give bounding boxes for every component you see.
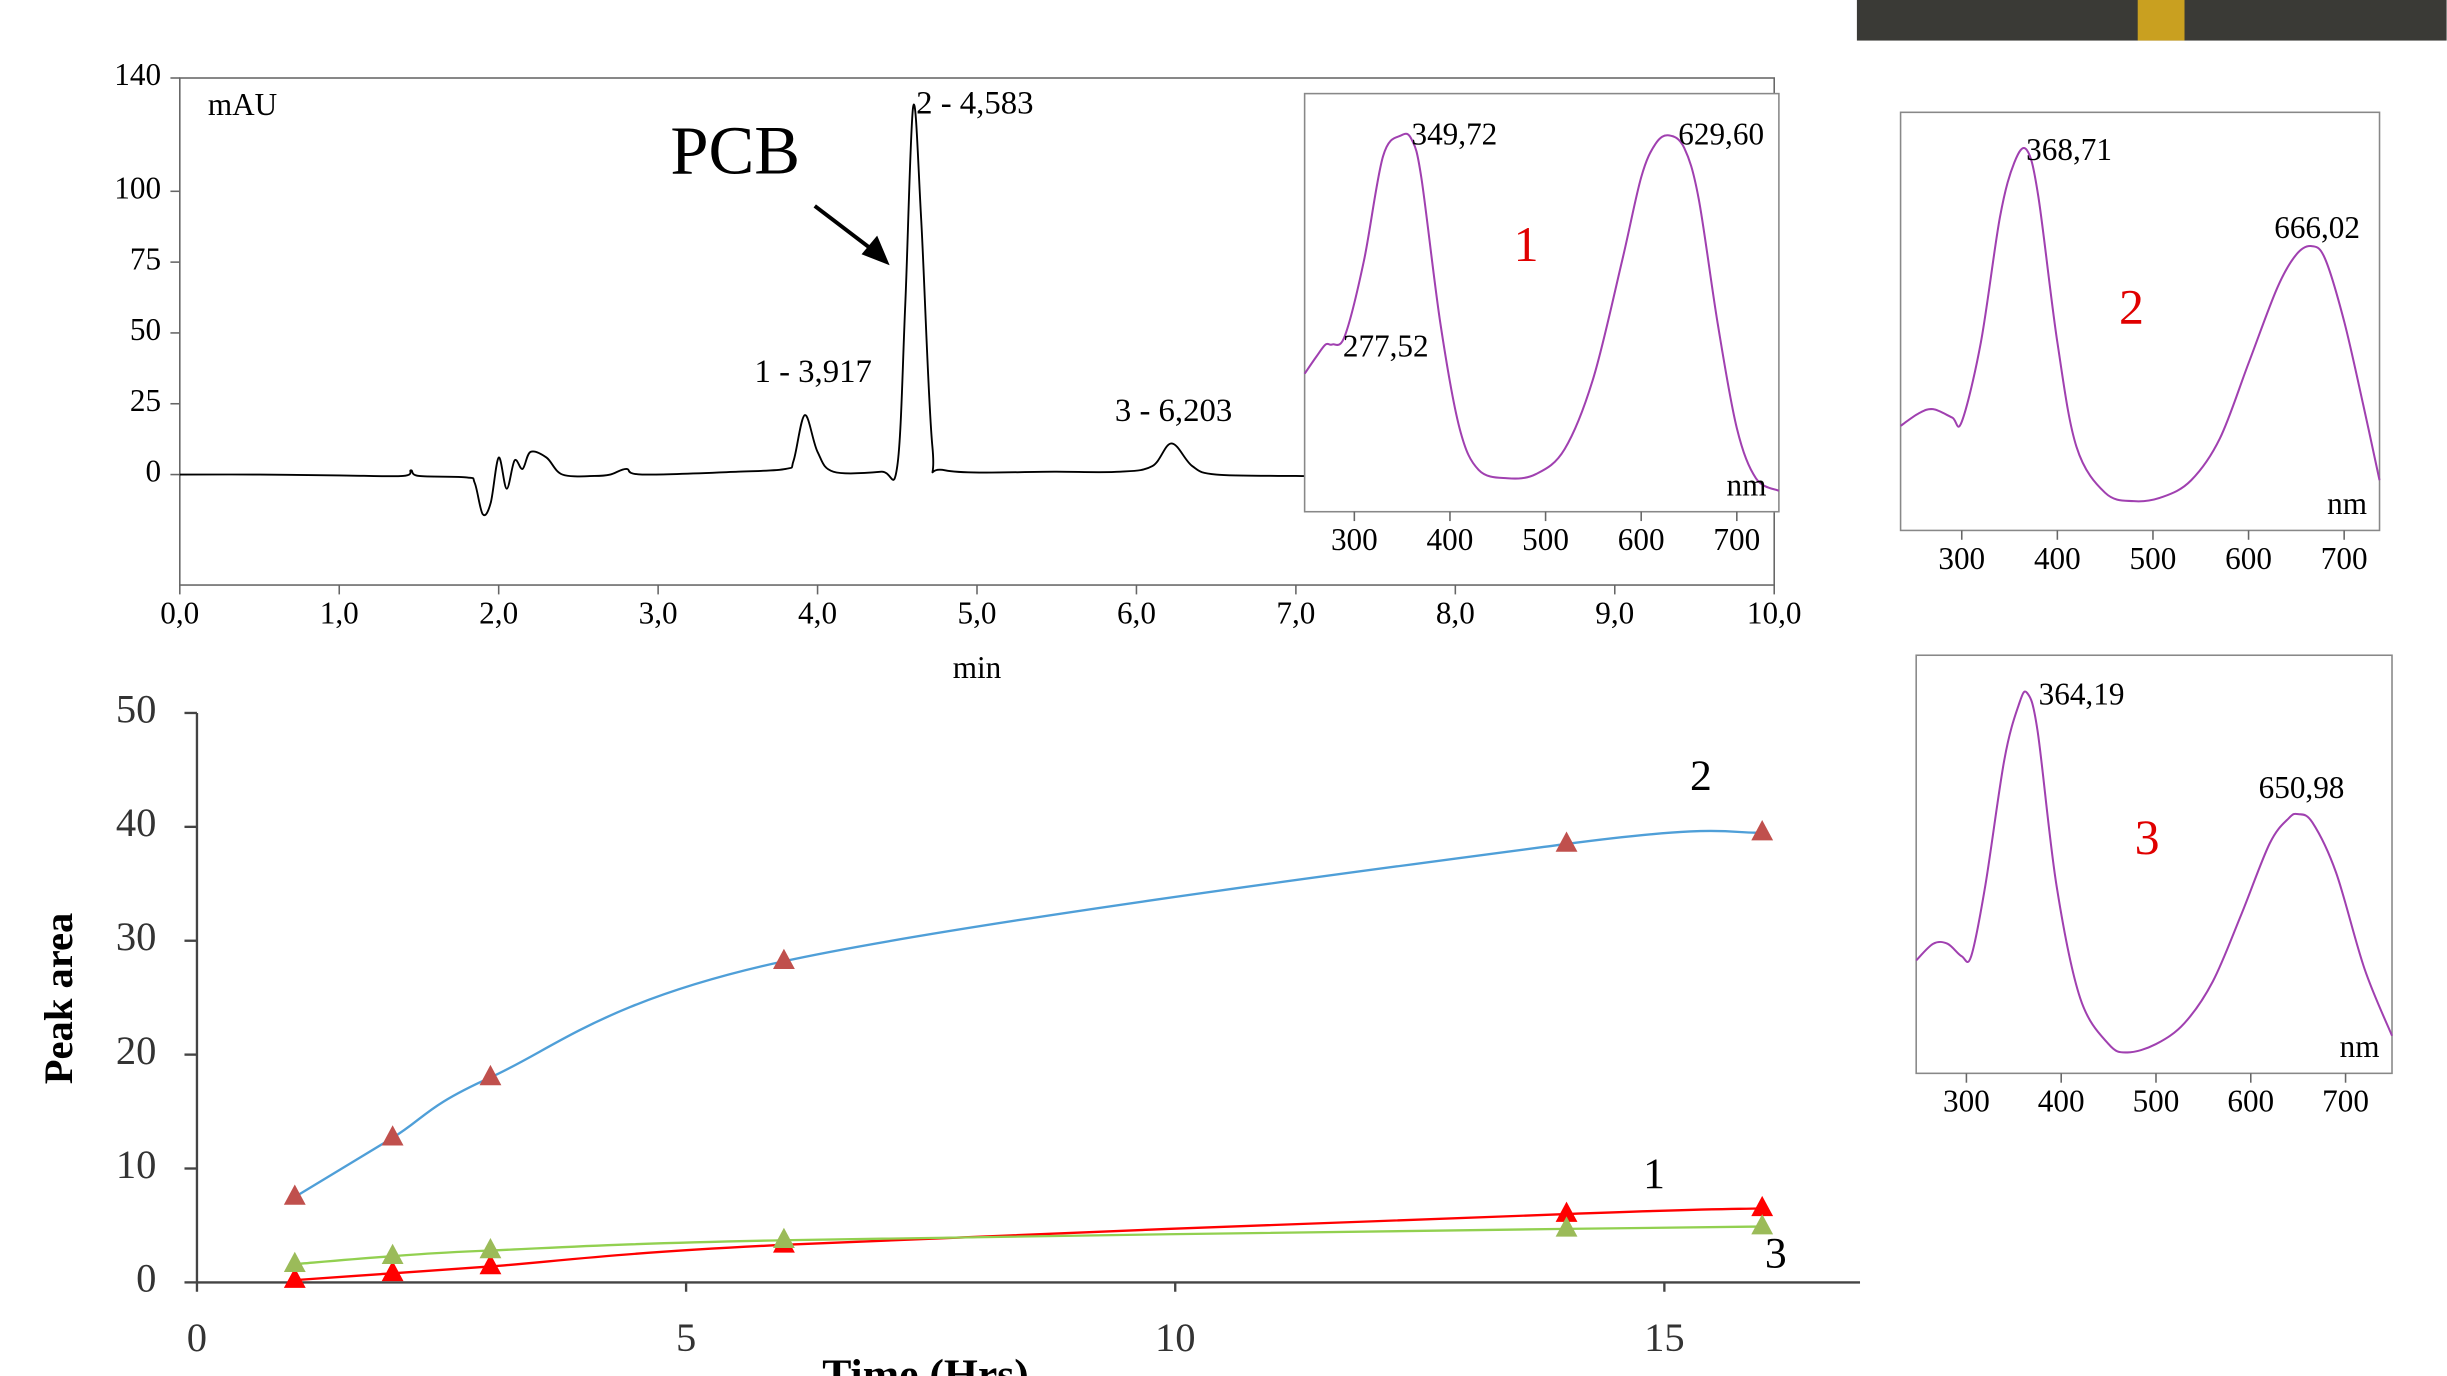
x-axis-label: nm xyxy=(2327,486,2367,521)
data-point xyxy=(1751,1195,1774,1217)
arrow-head xyxy=(861,235,890,266)
peak-label: 349,72 xyxy=(1412,116,1498,151)
y-tick-label: 25 xyxy=(130,383,161,418)
inset-background xyxy=(1915,654,2393,1075)
series-label: 3 xyxy=(1765,1229,1787,1277)
x-tick-label: 0 xyxy=(187,1315,207,1360)
x-tick-label: 600 xyxy=(1618,522,1665,557)
y-tick-label: 50 xyxy=(116,686,157,731)
data-point xyxy=(1555,1216,1578,1237)
data-point xyxy=(381,1125,404,1146)
x-tick-label: 7,0 xyxy=(1276,595,1315,630)
line xyxy=(1915,690,2393,1054)
data-point xyxy=(1555,831,1578,852)
x-tick-label: 4,0 xyxy=(798,595,837,630)
y-tick-label: 40 xyxy=(116,800,157,845)
annotation: PCB xyxy=(670,112,800,188)
line xyxy=(1303,132,1780,492)
data-point xyxy=(773,948,795,970)
spectrum-label: 3 xyxy=(2135,810,2160,865)
y-tick-label: 140 xyxy=(114,57,161,92)
y-axis-label: mAU xyxy=(208,87,277,122)
x-tick-label: 8,0 xyxy=(1436,595,1475,630)
x-tick-label: 9,0 xyxy=(1595,595,1634,630)
inset-background xyxy=(1303,92,1780,513)
data-point xyxy=(381,1243,404,1265)
x-tick-label: 0,0 xyxy=(160,595,199,630)
peak-label: 277,52 xyxy=(1343,329,1429,364)
line xyxy=(1899,147,2381,503)
y-tick-label: 75 xyxy=(130,241,161,276)
x-tick-label: 3,0 xyxy=(639,595,678,630)
data-point xyxy=(1751,1214,1774,1235)
x-tick-label: 1,0 xyxy=(320,595,359,630)
x-axis-label: min xyxy=(953,650,1002,685)
x-tick-label: 500 xyxy=(2133,1084,2180,1119)
x-tick-label: 300 xyxy=(1943,1084,1990,1119)
x-axis-label: nm xyxy=(1727,467,1767,502)
y-tick-label: 30 xyxy=(116,914,157,959)
inset-background xyxy=(1899,111,2381,532)
peak-label: 368,71 xyxy=(2026,132,2112,167)
x-tick-label: 10,0 xyxy=(1747,595,1802,630)
x-tick-label: 600 xyxy=(2225,541,2272,576)
line xyxy=(179,103,1312,517)
series-label: 2 xyxy=(1690,752,1712,800)
peak-label: 364,19 xyxy=(2039,677,2125,712)
data-point xyxy=(773,1227,795,1249)
x-axis-label: nm xyxy=(2340,1029,2380,1064)
data-point xyxy=(283,1251,306,1272)
x-tick-label: 500 xyxy=(2130,541,2177,576)
x-tick-label: 400 xyxy=(1427,522,1474,557)
data-point xyxy=(283,1184,306,1205)
x-tick-label: 500 xyxy=(1522,522,1569,557)
y-tick-label: 100 xyxy=(114,170,161,205)
x-tick-label: 700 xyxy=(1713,522,1760,557)
peak-label: 650,98 xyxy=(2259,770,2345,805)
x-tick-label: 400 xyxy=(2034,541,2081,576)
x-tick-label: 400 xyxy=(2038,1084,2085,1119)
peak-label: 629,60 xyxy=(1678,116,1764,151)
y-tick-label: 10 xyxy=(116,1142,157,1187)
spectrum-label: 1 xyxy=(1514,217,1539,272)
y-tick-label: 20 xyxy=(116,1028,157,1073)
x-tick-label: 300 xyxy=(1938,541,1985,576)
peak-label: 666,02 xyxy=(2274,210,2360,245)
annotation: 2 - 4,583 xyxy=(916,86,1033,122)
x-tick-label: 2,0 xyxy=(479,595,518,630)
annotation: 3 - 6,203 xyxy=(1115,393,1232,429)
x-tick-label: 600 xyxy=(2227,1084,2274,1119)
data-point xyxy=(479,1064,502,1086)
y-tick-label: 50 xyxy=(130,312,161,347)
y-tick-label: 0 xyxy=(136,1256,156,1301)
fit-line xyxy=(294,1207,1763,1282)
x-tick-label: 700 xyxy=(2321,541,2368,576)
x-tick-label: 300 xyxy=(1331,522,1378,557)
data-point xyxy=(381,1260,404,1282)
x-tick-label: 10 xyxy=(1155,1315,1196,1360)
x-tick-label: 5,0 xyxy=(958,595,997,630)
data-point xyxy=(1555,1201,1578,1222)
annotation: 1 - 3,917 xyxy=(755,354,872,390)
series-label: 1 xyxy=(1643,1150,1665,1198)
y-axis-label: Peak area xyxy=(36,913,81,1085)
data-point xyxy=(1751,820,1774,841)
x-tick-label: 15 xyxy=(1644,1315,1685,1360)
x-tick-label: 700 xyxy=(2322,1084,2369,1119)
data-point xyxy=(479,1238,502,1259)
x-tick-label: 6,0 xyxy=(1117,595,1156,630)
spectrum-label: 2 xyxy=(2119,279,2144,334)
x-tick-label: 5 xyxy=(676,1315,696,1360)
y-tick-label: 0 xyxy=(145,454,161,489)
x-axis-label: Time (Hrs) xyxy=(822,1351,1029,1376)
fit-line xyxy=(294,1225,1763,1266)
fit-line xyxy=(294,829,1763,1198)
data-point xyxy=(479,1253,502,1275)
photo-fragment xyxy=(2137,0,2185,41)
data-point xyxy=(283,1267,306,1288)
